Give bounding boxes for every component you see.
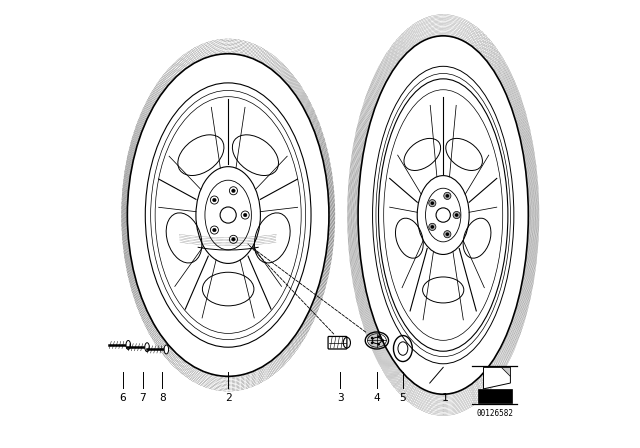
Text: 5: 5: [399, 393, 406, 403]
Circle shape: [378, 343, 380, 346]
Text: 7: 7: [140, 393, 147, 403]
FancyBboxPatch shape: [478, 389, 512, 403]
Ellipse shape: [145, 343, 149, 352]
Text: 8: 8: [159, 393, 166, 403]
Text: 6: 6: [120, 393, 126, 403]
Text: 00126582: 00126582: [476, 409, 513, 418]
Circle shape: [220, 207, 236, 223]
Circle shape: [455, 213, 458, 217]
Circle shape: [232, 237, 236, 241]
Circle shape: [243, 213, 247, 217]
Text: 4: 4: [374, 393, 380, 403]
Polygon shape: [484, 367, 511, 389]
Circle shape: [445, 233, 449, 236]
Ellipse shape: [126, 340, 131, 349]
Circle shape: [429, 223, 436, 230]
Circle shape: [212, 198, 216, 202]
Text: 3: 3: [337, 393, 344, 403]
Circle shape: [431, 225, 434, 228]
Circle shape: [371, 337, 374, 340]
Polygon shape: [502, 367, 511, 376]
Circle shape: [431, 202, 434, 205]
Circle shape: [378, 335, 380, 338]
Circle shape: [212, 228, 216, 232]
Text: 1: 1: [442, 393, 449, 403]
Circle shape: [429, 200, 436, 207]
Circle shape: [436, 208, 451, 222]
Circle shape: [444, 231, 451, 238]
Circle shape: [453, 211, 460, 219]
Circle shape: [371, 341, 374, 344]
Circle shape: [444, 192, 451, 199]
Circle shape: [381, 339, 384, 342]
Circle shape: [232, 189, 236, 193]
Circle shape: [445, 194, 449, 198]
Text: 2: 2: [225, 393, 232, 403]
Ellipse shape: [164, 345, 168, 354]
